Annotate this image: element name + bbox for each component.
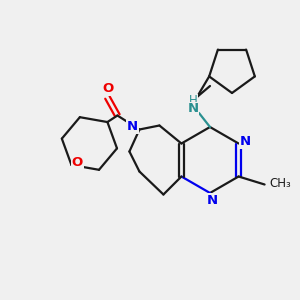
Text: O: O — [103, 82, 114, 95]
Text: O: O — [72, 156, 83, 170]
Text: N: N — [127, 120, 138, 133]
Text: N: N — [188, 103, 199, 116]
Text: N: N — [206, 194, 218, 206]
Text: H: H — [189, 94, 197, 107]
Text: CH₃: CH₃ — [270, 177, 291, 190]
Text: N: N — [240, 135, 251, 148]
